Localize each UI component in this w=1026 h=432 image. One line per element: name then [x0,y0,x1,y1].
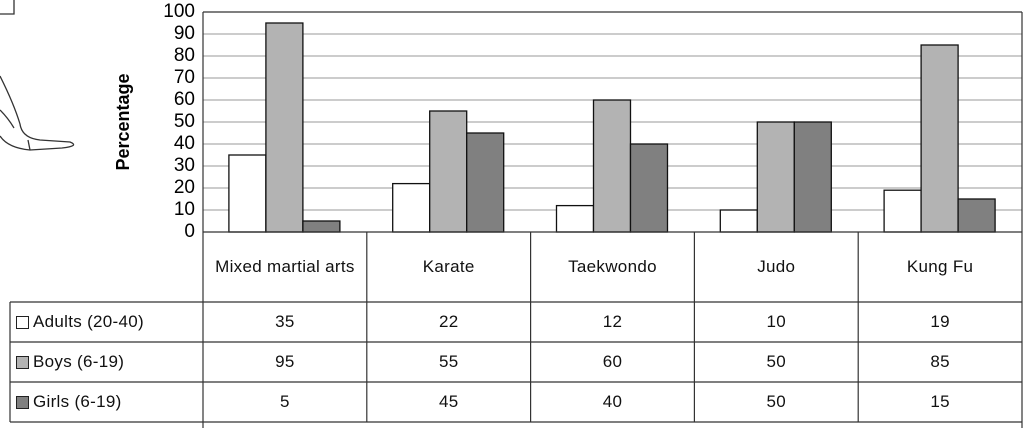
table-value: 12 [531,302,695,342]
bar [229,155,266,232]
table-value-text: 85 [930,351,950,373]
bar [393,184,430,232]
table-value-text: 22 [439,311,459,333]
y-tick-label: 60 [174,89,195,110]
bar [631,144,668,232]
table-value: 15 [858,382,1022,422]
bar [557,206,594,232]
legend-label-text: Boys (6-19) [33,351,124,373]
table-value: 19 [858,302,1022,342]
y-tick-label: 90 [174,23,195,44]
legend-key [16,356,29,369]
table-value: 10 [694,302,858,342]
table-value: 22 [367,302,531,342]
x-tick-label-text: Karate [423,256,475,278]
bar [720,210,757,232]
illustration [0,0,74,150]
x-tick-label-text: Mixed martial arts [215,256,355,278]
x-tick-label: Karate [367,232,531,302]
y-tick-label: 0 [184,221,195,242]
bar [266,23,303,232]
y-tick-label: 20 [174,177,195,198]
table-value: 5 [203,382,367,422]
y-axis-label: Percentage [113,73,133,170]
table-value: 50 [694,382,858,422]
legend-key [16,396,29,409]
table-value-text: 35 [275,311,295,333]
bar [757,122,794,232]
table-value: 35 [203,302,367,342]
legend-label-text: Adults (20-40) [33,311,144,333]
table-value-text: 40 [603,391,623,413]
bar [958,199,995,232]
x-tick-label: Judo [694,232,858,302]
x-tick-label: Taekwondo [531,232,695,302]
legend-label: Girls (6-19) [10,382,203,422]
table-value: 50 [694,342,858,382]
table-value-text: 19 [930,311,950,333]
y-tick-label: 50 [174,111,195,132]
table-value: 85 [858,342,1022,382]
table-value-text: 50 [767,351,787,373]
y-tick-label: 80 [174,45,195,66]
table-value-text: 45 [439,391,459,413]
table-value: 45 [367,382,531,422]
x-tick-label-text: Taekwondo [568,256,657,278]
bar [884,190,921,232]
y-tick-label: 100 [163,1,195,22]
legend-key [16,316,29,329]
table-value-text: 12 [603,311,623,333]
legend-label: Adults (20-40) [10,302,203,342]
table-value-text: 50 [767,391,787,413]
y-tick-label: 40 [174,133,195,154]
table-value-text: 60 [603,351,623,373]
bar [921,45,958,232]
table-value: 40 [531,382,695,422]
bar [794,122,831,232]
y-tick-label: 30 [174,155,195,176]
y-tick-label: 70 [174,67,195,88]
bar [303,221,340,232]
table-value: 95 [203,342,367,382]
y-tick-label: 10 [174,199,195,220]
bar [430,111,467,232]
table-value-text: 15 [930,391,950,413]
page: Percentage 0102030405060708090100 Mixed … [0,0,1026,432]
table-value-text: 55 [439,351,459,373]
table-value: 55 [367,342,531,382]
table-value-text: 95 [275,351,295,373]
legend-label-text: Girls (6-19) [33,391,122,413]
bar [594,100,631,232]
table-value-text: 5 [280,391,290,413]
table-value: 60 [531,342,695,382]
x-tick-label-text: Judo [757,256,795,278]
legend-label: Boys (6-19) [10,342,203,382]
x-tick-label-text: Kung Fu [907,256,973,278]
table-value-text: 10 [767,311,787,333]
bar [467,133,504,232]
x-tick-label: Kung Fu [858,232,1022,302]
x-tick-label: Mixed martial arts [203,232,367,302]
